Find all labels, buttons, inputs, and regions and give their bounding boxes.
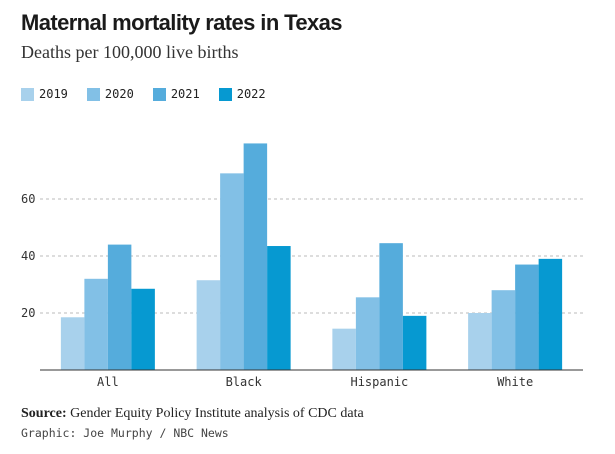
bar-2021-black — [243, 143, 268, 370]
legend-item-2019: 2019 — [21, 87, 68, 101]
legend-label: 2021 — [170, 87, 200, 101]
legend-swatch — [86, 87, 100, 101]
y-tick-label: 40 — [21, 249, 35, 263]
y-tick-label: 60 — [21, 192, 35, 206]
graphic-credit: Graphic: Joe Murphy / NBC News — [21, 426, 229, 440]
legend-label: 2020 — [104, 87, 134, 101]
bar-2022-white — [538, 258, 563, 370]
bar-2020-black — [220, 173, 244, 370]
bar-2022-hispanic — [402, 315, 427, 370]
x-tick-label: White — [497, 375, 533, 389]
x-tick-label: Hispanic — [350, 375, 408, 389]
bar-2019-hispanic — [332, 328, 356, 370]
legend-swatch — [152, 87, 166, 101]
bar-2022-black — [267, 246, 291, 370]
chart-title: Maternal mortality rates in Texas — [21, 10, 343, 35]
bar-2020-white — [491, 290, 516, 370]
bar-2019-black — [196, 280, 221, 370]
bar-2021-white — [515, 264, 539, 370]
legend-swatch — [21, 87, 34, 101]
bar-2022-all — [131, 288, 155, 370]
bar-2020-hispanic — [355, 297, 380, 370]
bar-2020-all — [84, 278, 108, 370]
legend-label: 2022 — [236, 87, 266, 101]
bar-2019-white — [468, 313, 492, 370]
legend-item-2021: 2021 — [152, 87, 200, 101]
legend-swatch — [218, 87, 232, 101]
source-label: Source: — [21, 406, 67, 421]
x-tick-label: Black — [226, 375, 263, 389]
source-text: Gender Equity Policy Institute analysis … — [70, 406, 364, 421]
x-tick-label: All — [97, 375, 119, 389]
bar-2019-all — [60, 317, 85, 370]
bar-2021-all — [107, 244, 132, 370]
legend-item-2022: 2022 — [218, 87, 266, 101]
y-tick-label: 20 — [21, 306, 35, 320]
legend: 2019 2020 2021 2022 — [21, 85, 285, 103]
legend-label: 2019 — [39, 87, 68, 101]
bar-2021-hispanic — [379, 243, 403, 370]
chart-subtitle: Deaths per 100,000 live births — [21, 42, 239, 62]
source-note: Source: Gender Equity Policy Institute a… — [21, 406, 364, 422]
legend-item-2020: 2020 — [86, 87, 134, 101]
